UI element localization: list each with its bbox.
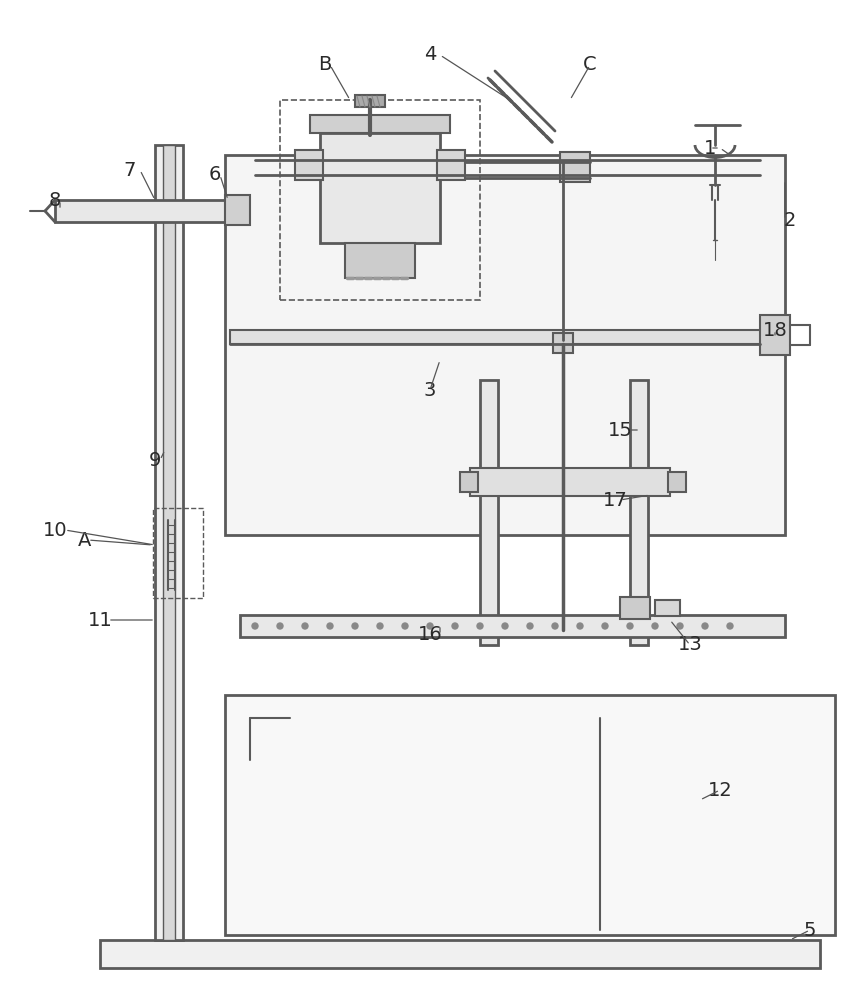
- Circle shape: [627, 623, 633, 629]
- Circle shape: [552, 623, 558, 629]
- Bar: [225, 155, 785, 535]
- Bar: [760, 315, 790, 355]
- Circle shape: [452, 623, 458, 629]
- Text: 8: 8: [48, 190, 61, 210]
- Bar: [620, 597, 650, 619]
- Circle shape: [377, 623, 383, 629]
- Bar: [100, 940, 820, 968]
- Circle shape: [727, 623, 733, 629]
- Circle shape: [302, 623, 308, 629]
- Text: 12: 12: [708, 780, 733, 800]
- Text: B: B: [318, 55, 332, 75]
- Circle shape: [402, 623, 408, 629]
- Text: 3: 3: [424, 380, 436, 399]
- Circle shape: [652, 623, 658, 629]
- Bar: [310, 115, 450, 133]
- Circle shape: [677, 623, 683, 629]
- Bar: [163, 145, 175, 940]
- Text: 17: 17: [602, 490, 627, 510]
- Circle shape: [602, 623, 608, 629]
- Text: 11: 11: [87, 610, 112, 630]
- Circle shape: [327, 623, 333, 629]
- Text: 6: 6: [209, 165, 221, 184]
- Circle shape: [352, 623, 358, 629]
- Text: 13: 13: [677, 636, 702, 654]
- Circle shape: [577, 623, 583, 629]
- Text: 9: 9: [149, 450, 162, 470]
- Bar: [470, 468, 670, 496]
- Text: 16: 16: [417, 626, 442, 645]
- Circle shape: [702, 623, 708, 629]
- Circle shape: [477, 623, 483, 629]
- Circle shape: [527, 623, 533, 629]
- Bar: [225, 695, 835, 935]
- Text: A: A: [79, 530, 92, 550]
- Bar: [153, 508, 203, 598]
- Bar: [320, 133, 440, 243]
- Text: 5: 5: [804, 920, 816, 940]
- Bar: [480, 380, 498, 645]
- Bar: [230, 330, 780, 344]
- Text: 7: 7: [124, 160, 137, 180]
- Circle shape: [277, 623, 283, 629]
- Bar: [355, 95, 385, 107]
- Circle shape: [427, 623, 433, 629]
- Text: 2: 2: [784, 211, 797, 230]
- Bar: [655, 600, 680, 616]
- Text: 10: 10: [42, 520, 67, 540]
- Bar: [630, 380, 648, 645]
- Text: 1: 1: [704, 138, 716, 157]
- Bar: [240, 615, 785, 637]
- Bar: [280, 100, 480, 300]
- Circle shape: [252, 623, 258, 629]
- Text: 4: 4: [424, 45, 436, 64]
- Bar: [155, 145, 183, 940]
- Bar: [560, 152, 590, 182]
- Bar: [225, 195, 250, 225]
- Text: C: C: [583, 55, 597, 75]
- Bar: [668, 472, 686, 492]
- Bar: [345, 243, 415, 278]
- Bar: [437, 150, 465, 180]
- Text: 15: 15: [607, 420, 632, 440]
- Circle shape: [502, 623, 508, 629]
- Bar: [55, 200, 255, 222]
- Bar: [553, 333, 573, 353]
- Text: 18: 18: [763, 320, 787, 340]
- Bar: [460, 472, 478, 492]
- Bar: [295, 150, 323, 180]
